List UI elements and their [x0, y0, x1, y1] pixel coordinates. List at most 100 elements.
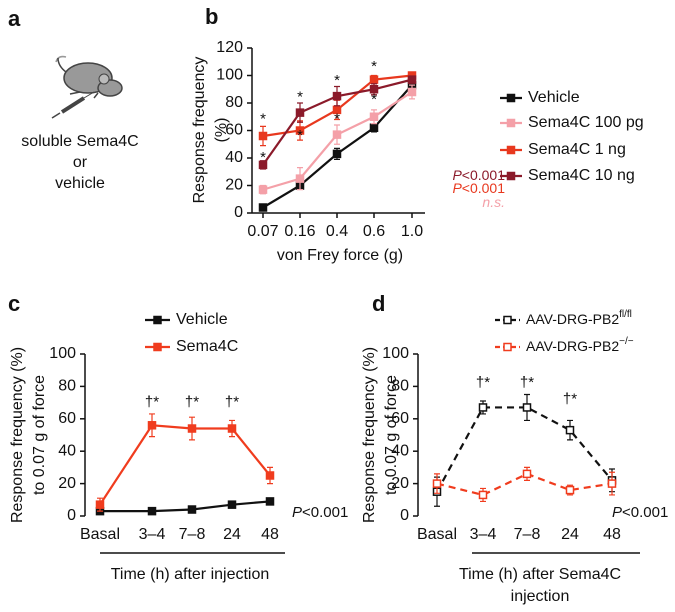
legend-name: Sema4C 1 ng [528, 141, 626, 158]
x-axis-label: von Frey force (g) [277, 247, 403, 264]
panel-label: c [8, 291, 20, 316]
annotation: †* [476, 374, 490, 391]
marker [258, 131, 268, 141]
x-axis-label: Time (h) after Sema4C [459, 566, 621, 583]
y-tick-label: 60 [225, 122, 243, 139]
y-tick-label: 40 [225, 149, 243, 166]
mouse-illustration [51, 55, 123, 119]
stat-text: <0.001 [462, 180, 505, 196]
stat-prefix: P [612, 504, 622, 521]
y-tick-label: 60 [391, 410, 409, 427]
panel-label: a [8, 6, 21, 31]
y-tick-label: 80 [58, 378, 76, 395]
legend-label: Sema4C 10 ng [528, 167, 635, 184]
x-tick-label: 3–4 [139, 526, 166, 543]
legend-label: Vehicle [528, 89, 580, 106]
stat-text: <0.001 [622, 504, 668, 521]
marker [369, 85, 379, 94]
marker [522, 469, 532, 479]
annotation: * [260, 149, 266, 166]
chart: 0 20 40 60 80 100 Basal 3–4 7–8 24 48 Response freq… [361, 309, 668, 606]
y-tick-label: 20 [225, 177, 243, 194]
marker [432, 479, 442, 488]
y-tick-label: 100 [49, 345, 76, 362]
legend-name: Sema4C 10 ng [528, 167, 635, 184]
legend-superscript: fl/fl [619, 309, 632, 320]
legend-name: AAV-DRG-PB2 [526, 311, 619, 327]
y-tick-label: 0 [400, 507, 409, 524]
caption: or [73, 154, 88, 171]
marker [332, 105, 342, 115]
x-tick-label: 0.16 [284, 223, 315, 240]
legend-label: Sema4C [176, 338, 238, 355]
marker [522, 403, 532, 412]
legend-label: Sema4C 1 ng [528, 141, 626, 158]
marker [295, 108, 305, 117]
x-tick-label: 0.6 [363, 223, 385, 240]
marker [187, 424, 197, 433]
marker [295, 126, 305, 135]
stat-label: P<0.001 [452, 167, 505, 183]
stat-text: <0.001 [302, 504, 348, 521]
panel-label: b [205, 4, 218, 29]
x-tick-label: 7–8 [179, 526, 206, 543]
marker [332, 149, 342, 159]
legend-name: Sema4C 100 pg [528, 114, 644, 131]
x-tick-label: Basal [417, 526, 457, 543]
chart: 0 20 40 60 80 100 Basal 3–4 7–8 24 48 Response freq… [9, 311, 348, 583]
x-tick-label: Basal [80, 526, 120, 543]
annotation: * [260, 110, 266, 127]
legend-marker [153, 342, 162, 352]
x-tick-label: 0.07 [247, 223, 278, 240]
caption: vehicle [55, 175, 105, 192]
marker [258, 203, 268, 212]
annotation: †* [225, 394, 239, 411]
annotation: * [297, 88, 303, 105]
legend-label: AAV-DRG-PB2−/− [526, 336, 634, 354]
marker [147, 506, 157, 516]
y-tick-label: 120 [216, 39, 243, 56]
series-line [100, 500, 271, 513]
marker [478, 490, 488, 500]
legend-name: Vehicle [176, 311, 228, 328]
y-tick-label: 40 [58, 442, 76, 459]
marker [258, 160, 268, 170]
marker [95, 500, 105, 509]
x-axis-label: Time (h) after injection [111, 566, 270, 583]
legend-label: Vehicle [176, 311, 228, 328]
y-axis-label: Response frequency [191, 57, 208, 204]
stat-label: P<0.001 [612, 504, 668, 521]
annotation: †* [185, 394, 199, 411]
x-tick-label: 7–8 [514, 526, 541, 543]
marker [227, 500, 237, 509]
y-tick-label: 60 [58, 410, 76, 427]
legend-marker [506, 118, 516, 128]
series-line [99, 424, 271, 506]
marker [265, 471, 275, 480]
annotation: * [297, 127, 303, 144]
y-tick-label: 0 [234, 204, 243, 221]
stat-prefix: P [452, 180, 462, 196]
marker [227, 424, 237, 433]
stat-text: <0.001 [462, 167, 505, 183]
y-axis-label: Response frequency (%) [361, 347, 378, 523]
stat-label: P<0.001 [292, 504, 348, 521]
y-axis-label: (%) [213, 118, 230, 143]
marker [369, 75, 379, 84]
series-line [436, 406, 613, 493]
x-tick-label: 3–4 [470, 526, 497, 543]
x-tick-label: 24 [223, 526, 241, 543]
annotation: * [334, 72, 340, 89]
y-tick-label: 40 [391, 442, 409, 459]
legend-marker [153, 315, 162, 325]
stat-prefix: P [452, 167, 462, 183]
y-tick-label: 80 [391, 378, 409, 395]
marker [565, 485, 575, 495]
y-tick-label: 100 [382, 345, 409, 362]
annotation: * [371, 58, 377, 75]
chart: 0 20 40 60 80 100 120 0.07 0.16 0.4 0.6 1.0 Response… [191, 39, 643, 264]
y-tick-label: 100 [216, 67, 243, 84]
legend-marker [506, 171, 516, 181]
marker [147, 421, 157, 430]
